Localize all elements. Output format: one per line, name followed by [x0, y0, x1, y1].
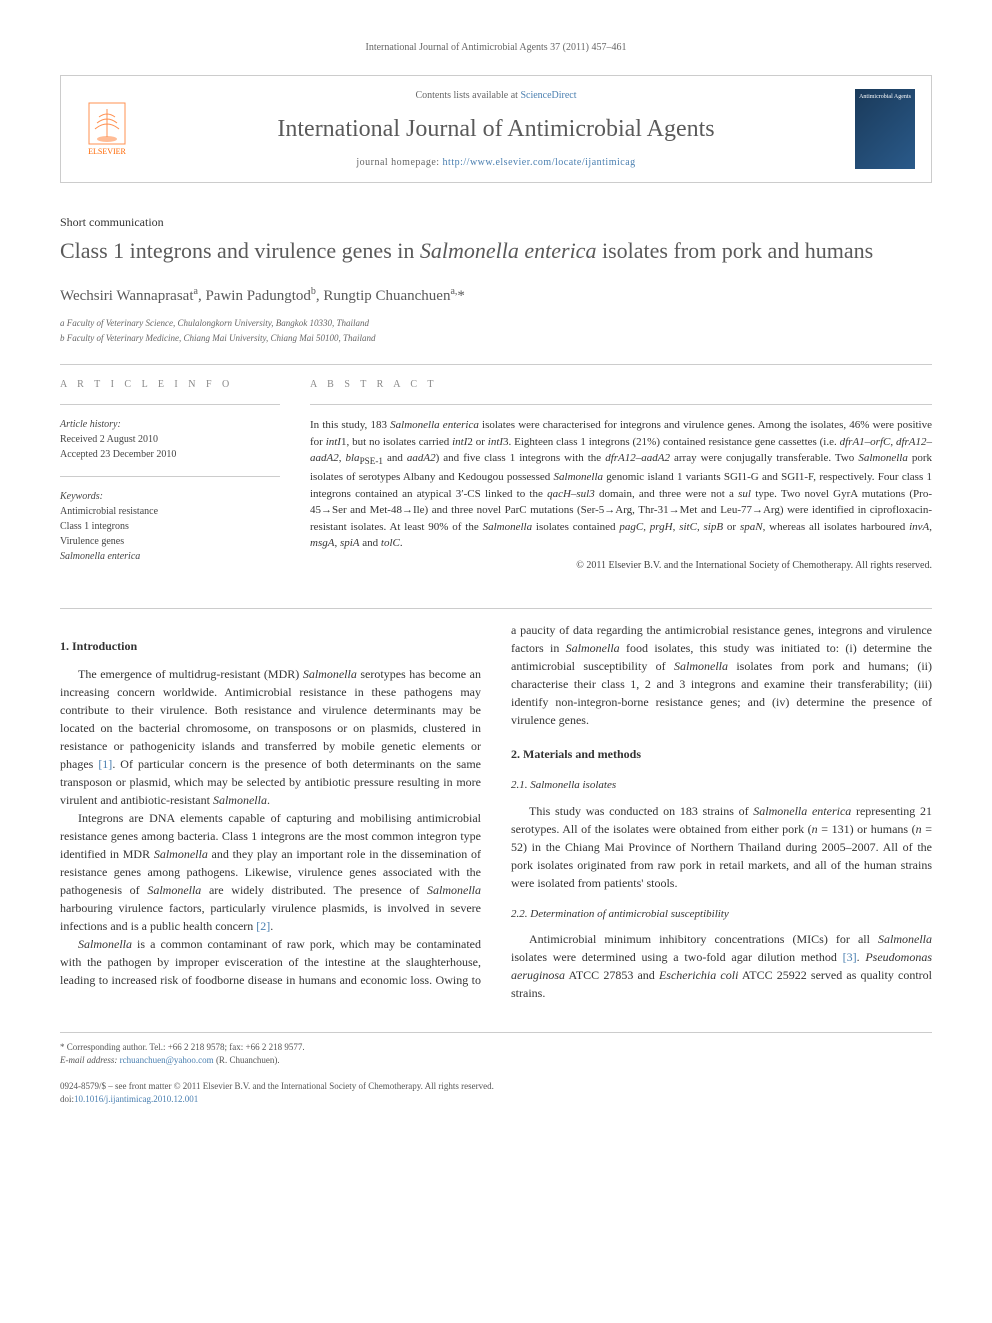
abstract-copyright: © 2011 Elsevier B.V. and the Internation…	[310, 558, 932, 573]
ref-link-3[interactable]: [3]	[843, 950, 857, 964]
keyword-3: Virulence genes	[60, 534, 280, 549]
keyword-1: Antimicrobial resistance	[60, 504, 280, 519]
publisher-logo: ELSEVIER	[77, 94, 137, 164]
publisher-label: ELSEVIER	[88, 146, 126, 158]
affiliation-b: b Faculty of Veterinary Medicine, Chiang…	[60, 332, 932, 345]
article-type: Short communication	[60, 213, 932, 231]
doi-label: doi:	[60, 1094, 74, 1104]
contents-line: Contents lists available at ScienceDirec…	[157, 88, 835, 103]
abstract-text: In this study, 183 Salmonella enterica i…	[310, 417, 932, 551]
email-label: E-mail address:	[60, 1055, 117, 1065]
s1-p1: The emergence of multidrug-resistant (MD…	[60, 665, 481, 809]
sciencedirect-link[interactable]: ScienceDirect	[520, 90, 576, 101]
homepage-prefix: journal homepage:	[356, 157, 442, 168]
abstract-heading: A B S T R A C T	[310, 377, 932, 392]
accepted-date: Accepted 23 December 2010	[60, 447, 280, 462]
footnotes-block: * Corresponding author. Tel.: +66 2 218 …	[60, 1032, 932, 1066]
history-label: Article history:	[60, 417, 280, 432]
divider-abstract	[310, 404, 932, 405]
divider-body	[60, 608, 932, 609]
ref-link-1[interactable]: [1]	[98, 757, 112, 771]
affiliation-a: a Faculty of Veterinary Science, Chulalo…	[60, 317, 932, 330]
article-info-heading: A R T I C L E I N F O	[60, 377, 280, 392]
homepage-link[interactable]: http://www.elsevier.com/locate/ijantimic…	[443, 157, 636, 168]
cover-thumb-text: Antimicrobial Agents	[859, 93, 911, 102]
journal-header-box: ELSEVIER Contents lists available at Sci…	[60, 75, 932, 183]
body-two-column: 1. Introduction The emergence of multidr…	[60, 621, 932, 1002]
keyword-2: Class 1 integrons	[60, 519, 280, 534]
info-abstract-row: A R T I C L E I N F O Article history: R…	[60, 377, 932, 578]
doi-link[interactable]: 10.1016/j.ijantimicag.2010.12.001	[74, 1094, 198, 1104]
abstract-column: A B S T R A C T In this study, 183 Salmo…	[310, 377, 932, 578]
article-info-column: A R T I C L E I N F O Article history: R…	[60, 377, 280, 578]
journal-cover-thumbnail: Antimicrobial Agents	[855, 89, 915, 169]
contents-prefix: Contents lists available at	[415, 90, 520, 101]
affiliations-block: a Faculty of Veterinary Science, Chulalo…	[60, 317, 932, 344]
section-2-heading: 2. Materials and methods	[511, 745, 932, 763]
section-2-2-heading: 2.2. Determination of antimicrobial susc…	[511, 906, 932, 923]
divider-info-1	[60, 404, 280, 405]
s2-1-p1: This study was conducted on 183 strains …	[511, 802, 932, 892]
page-footer: 0924-8579/$ – see front matter © 2011 El…	[60, 1080, 932, 1105]
ref-link-2[interactable]: [2]	[256, 919, 270, 933]
article-history-block: Article history: Received 2 August 2010 …	[60, 417, 280, 462]
footer-doi-line: doi:10.1016/j.ijantimicag.2010.12.001	[60, 1093, 932, 1106]
keywords-label: Keywords:	[60, 489, 280, 504]
authors-line: Wechsiri Wannaprasata, Pawin Padungtodb,…	[60, 284, 932, 308]
journal-name: International Journal of Antimicrobial A…	[157, 111, 835, 147]
email-link[interactable]: rchuanchuen@yahoo.com	[120, 1055, 214, 1065]
s2-2-p1: Antimicrobial minimum inhibitory concent…	[511, 930, 932, 1002]
received-date: Received 2 August 2010	[60, 432, 280, 447]
email-line: E-mail address: rchuanchuen@yahoo.com (R…	[60, 1054, 932, 1067]
section-1-heading: 1. Introduction	[60, 637, 481, 655]
divider-info-2	[60, 476, 280, 477]
elsevier-tree-icon	[87, 101, 127, 146]
section-2-1-heading: 2.1. Salmonella isolates	[511, 777, 932, 794]
s1-p2: Integrons are DNA elements capable of ca…	[60, 809, 481, 935]
homepage-line: journal homepage: http://www.elsevier.co…	[157, 155, 835, 170]
keywords-block: Keywords: Antimicrobial resistance Class…	[60, 489, 280, 564]
email-suffix: (R. Chuanchuen).	[216, 1055, 280, 1065]
journal-center-block: Contents lists available at ScienceDirec…	[137, 88, 855, 170]
footer-copyright-line: 0924-8579/$ – see front matter © 2011 El…	[60, 1080, 932, 1093]
running-header: International Journal of Antimicrobial A…	[60, 40, 932, 55]
divider-top	[60, 364, 932, 365]
article-title: Class 1 integrons and virulence genes in…	[60, 237, 932, 266]
keyword-4: Salmonella enterica	[60, 549, 280, 564]
corresponding-author-note: * Corresponding author. Tel.: +66 2 218 …	[60, 1041, 932, 1054]
